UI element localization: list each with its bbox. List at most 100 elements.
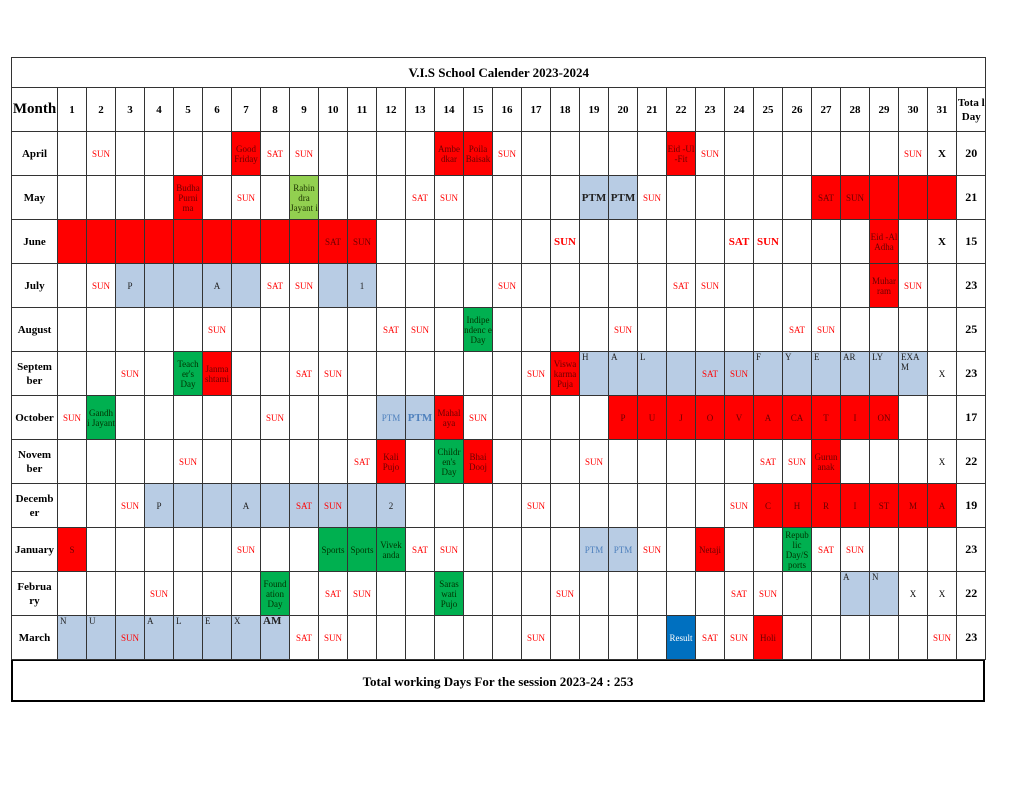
day-cell: I [840, 483, 870, 528]
month-name: Decemb er [11, 483, 58, 528]
day-cell: 1 [347, 263, 377, 308]
day-cell [202, 483, 232, 528]
day-cell [289, 395, 319, 440]
month-row: Septem ber SUN Teach er's Day Janma shtami S… [11, 351, 987, 396]
day-cell [318, 439, 348, 484]
day-cell: SUN [753, 571, 783, 616]
day-cell [57, 307, 87, 352]
day-cell [173, 263, 203, 308]
day-cell: X [927, 571, 957, 616]
day-cell [550, 439, 580, 484]
day-cell: SUN [521, 483, 551, 528]
day-cell [115, 175, 145, 220]
day-cell [86, 175, 116, 220]
month-name: January [11, 527, 58, 572]
day-cell: SAT [753, 439, 783, 484]
day-cell: PTM [608, 175, 638, 220]
day-cell [231, 395, 261, 440]
day-cell [202, 571, 232, 616]
day-cell [521, 439, 551, 484]
day-header: 18 [550, 87, 580, 132]
day-cell [57, 219, 87, 264]
day-cell [144, 395, 174, 440]
day-header: 2 [86, 87, 116, 132]
day-cell [173, 527, 203, 572]
day-cell [869, 175, 899, 220]
day-cell [666, 439, 696, 484]
day-cell [608, 131, 638, 176]
day-cell [347, 615, 377, 660]
day-cell [579, 131, 609, 176]
day-cell [347, 175, 377, 220]
month-row: Novem ber SUN SAT Kali Pujo Childr en's Day B… [11, 439, 987, 484]
month-total: 23 [955, 351, 987, 396]
day-cell: J [666, 395, 696, 440]
day-cell [347, 483, 377, 528]
day-cell [115, 131, 145, 176]
day-cell [695, 439, 725, 484]
day-header: 30 [898, 87, 928, 132]
day-header: 13 [405, 87, 435, 132]
day-cell [492, 615, 522, 660]
day-cell: Indipe ndenc e Day [463, 307, 493, 352]
day-header: 10 [318, 87, 348, 132]
day-cell [57, 175, 87, 220]
day-cell [666, 527, 696, 572]
month-name: May [11, 175, 58, 220]
day-cell: SUN [289, 263, 319, 308]
day-cell: SUN [57, 395, 87, 440]
day-cell [405, 439, 435, 484]
month-row: August SUN SAT SUN Indipe ndenc e Day SUN SAT S… [11, 307, 987, 352]
day-cell [318, 395, 348, 440]
day-cell: Viswa karma Puja [550, 351, 580, 396]
day-cell [666, 351, 696, 396]
day-cell [927, 527, 957, 572]
day-cell [405, 263, 435, 308]
day-cell [521, 131, 551, 176]
day-header: 11 [347, 87, 377, 132]
day-cell: Eid -Ul -Fit [666, 131, 696, 176]
day-cell: SUN [115, 483, 145, 528]
day-cell [724, 439, 754, 484]
day-cell [811, 615, 841, 660]
day-cell: PTM [376, 395, 406, 440]
day-cell [724, 131, 754, 176]
day-cell: EXA M [898, 351, 928, 396]
month-total: 23 [955, 527, 987, 572]
month-total: 17 [955, 395, 987, 440]
day-cell [231, 439, 261, 484]
day-cell [144, 131, 174, 176]
day-cell [231, 219, 261, 264]
month-row: January S SUN Sports Sports Vivek anda SAT SUN P… [11, 527, 987, 572]
day-cell [782, 219, 812, 264]
day-cell: Gurun anak [811, 439, 841, 484]
day-cell: Mahal aya [434, 395, 464, 440]
day-cell [811, 131, 841, 176]
day-cell [144, 219, 174, 264]
day-cell [463, 615, 493, 660]
day-cell [405, 131, 435, 176]
day-cell [898, 395, 928, 440]
day-cell [405, 219, 435, 264]
day-cell: SAT [782, 307, 812, 352]
day-cell [463, 219, 493, 264]
day-cell [782, 175, 812, 220]
day-cell [492, 395, 522, 440]
day-cell [898, 175, 928, 220]
day-cell: SUN [434, 527, 464, 572]
day-cell [724, 307, 754, 352]
day-cell: SUN [550, 219, 580, 264]
day-cell [492, 351, 522, 396]
calendar-body: April SUN Good Friday SAT SUN Ambe dkar Poila … [11, 131, 987, 660]
day-cell: SUN [608, 307, 638, 352]
day-cell [86, 219, 116, 264]
day-header: 7 [231, 87, 261, 132]
day-cell: SAT [318, 571, 348, 616]
day-cell [405, 571, 435, 616]
day-cell: Saras wati Pujo [434, 571, 464, 616]
day-cell [260, 219, 290, 264]
day-cell [492, 175, 522, 220]
day-header: 26 [782, 87, 812, 132]
month-column-header: Month [11, 87, 58, 132]
day-cell [260, 527, 290, 572]
